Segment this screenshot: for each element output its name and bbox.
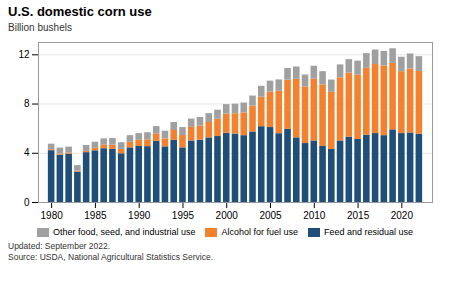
svg-text:4: 4 [24,147,30,158]
svg-text:0: 0 [24,197,30,208]
html-text:Updated: September 2022.: Updated: September 2022. [8,241,111,251]
html-text:Other food, seed, and industri: Other food, seed, and industrial use [52,227,196,237]
svg-text:1985: 1985 [84,210,107,221]
svg-text:2015: 2015 [347,210,370,221]
html-text:U.S. domestic corn use: U.S. domestic corn use [8,4,152,19]
svg-text:12: 12 [18,49,30,60]
html-text:Source: USDA, National Agricul: Source: USDA, National Agricultural Stat… [8,252,213,262]
html-text:Feed and residual use: Feed and residual use [324,227,414,237]
svg-text:1980: 1980 [41,210,64,221]
html-text:Billion bushels: Billion bushels [8,22,72,33]
svg-text:2000: 2000 [216,210,239,221]
svg-text:1990: 1990 [128,210,151,221]
svg-text:2005: 2005 [259,210,282,221]
svg-text:1995: 1995 [172,210,195,221]
svg-text:2020: 2020 [391,210,414,221]
svg-text:2010: 2010 [303,210,326,221]
svg-text:8: 8 [24,98,30,109]
html-text:Alcohol for fuel use: Alcohol for fuel use [221,227,298,237]
